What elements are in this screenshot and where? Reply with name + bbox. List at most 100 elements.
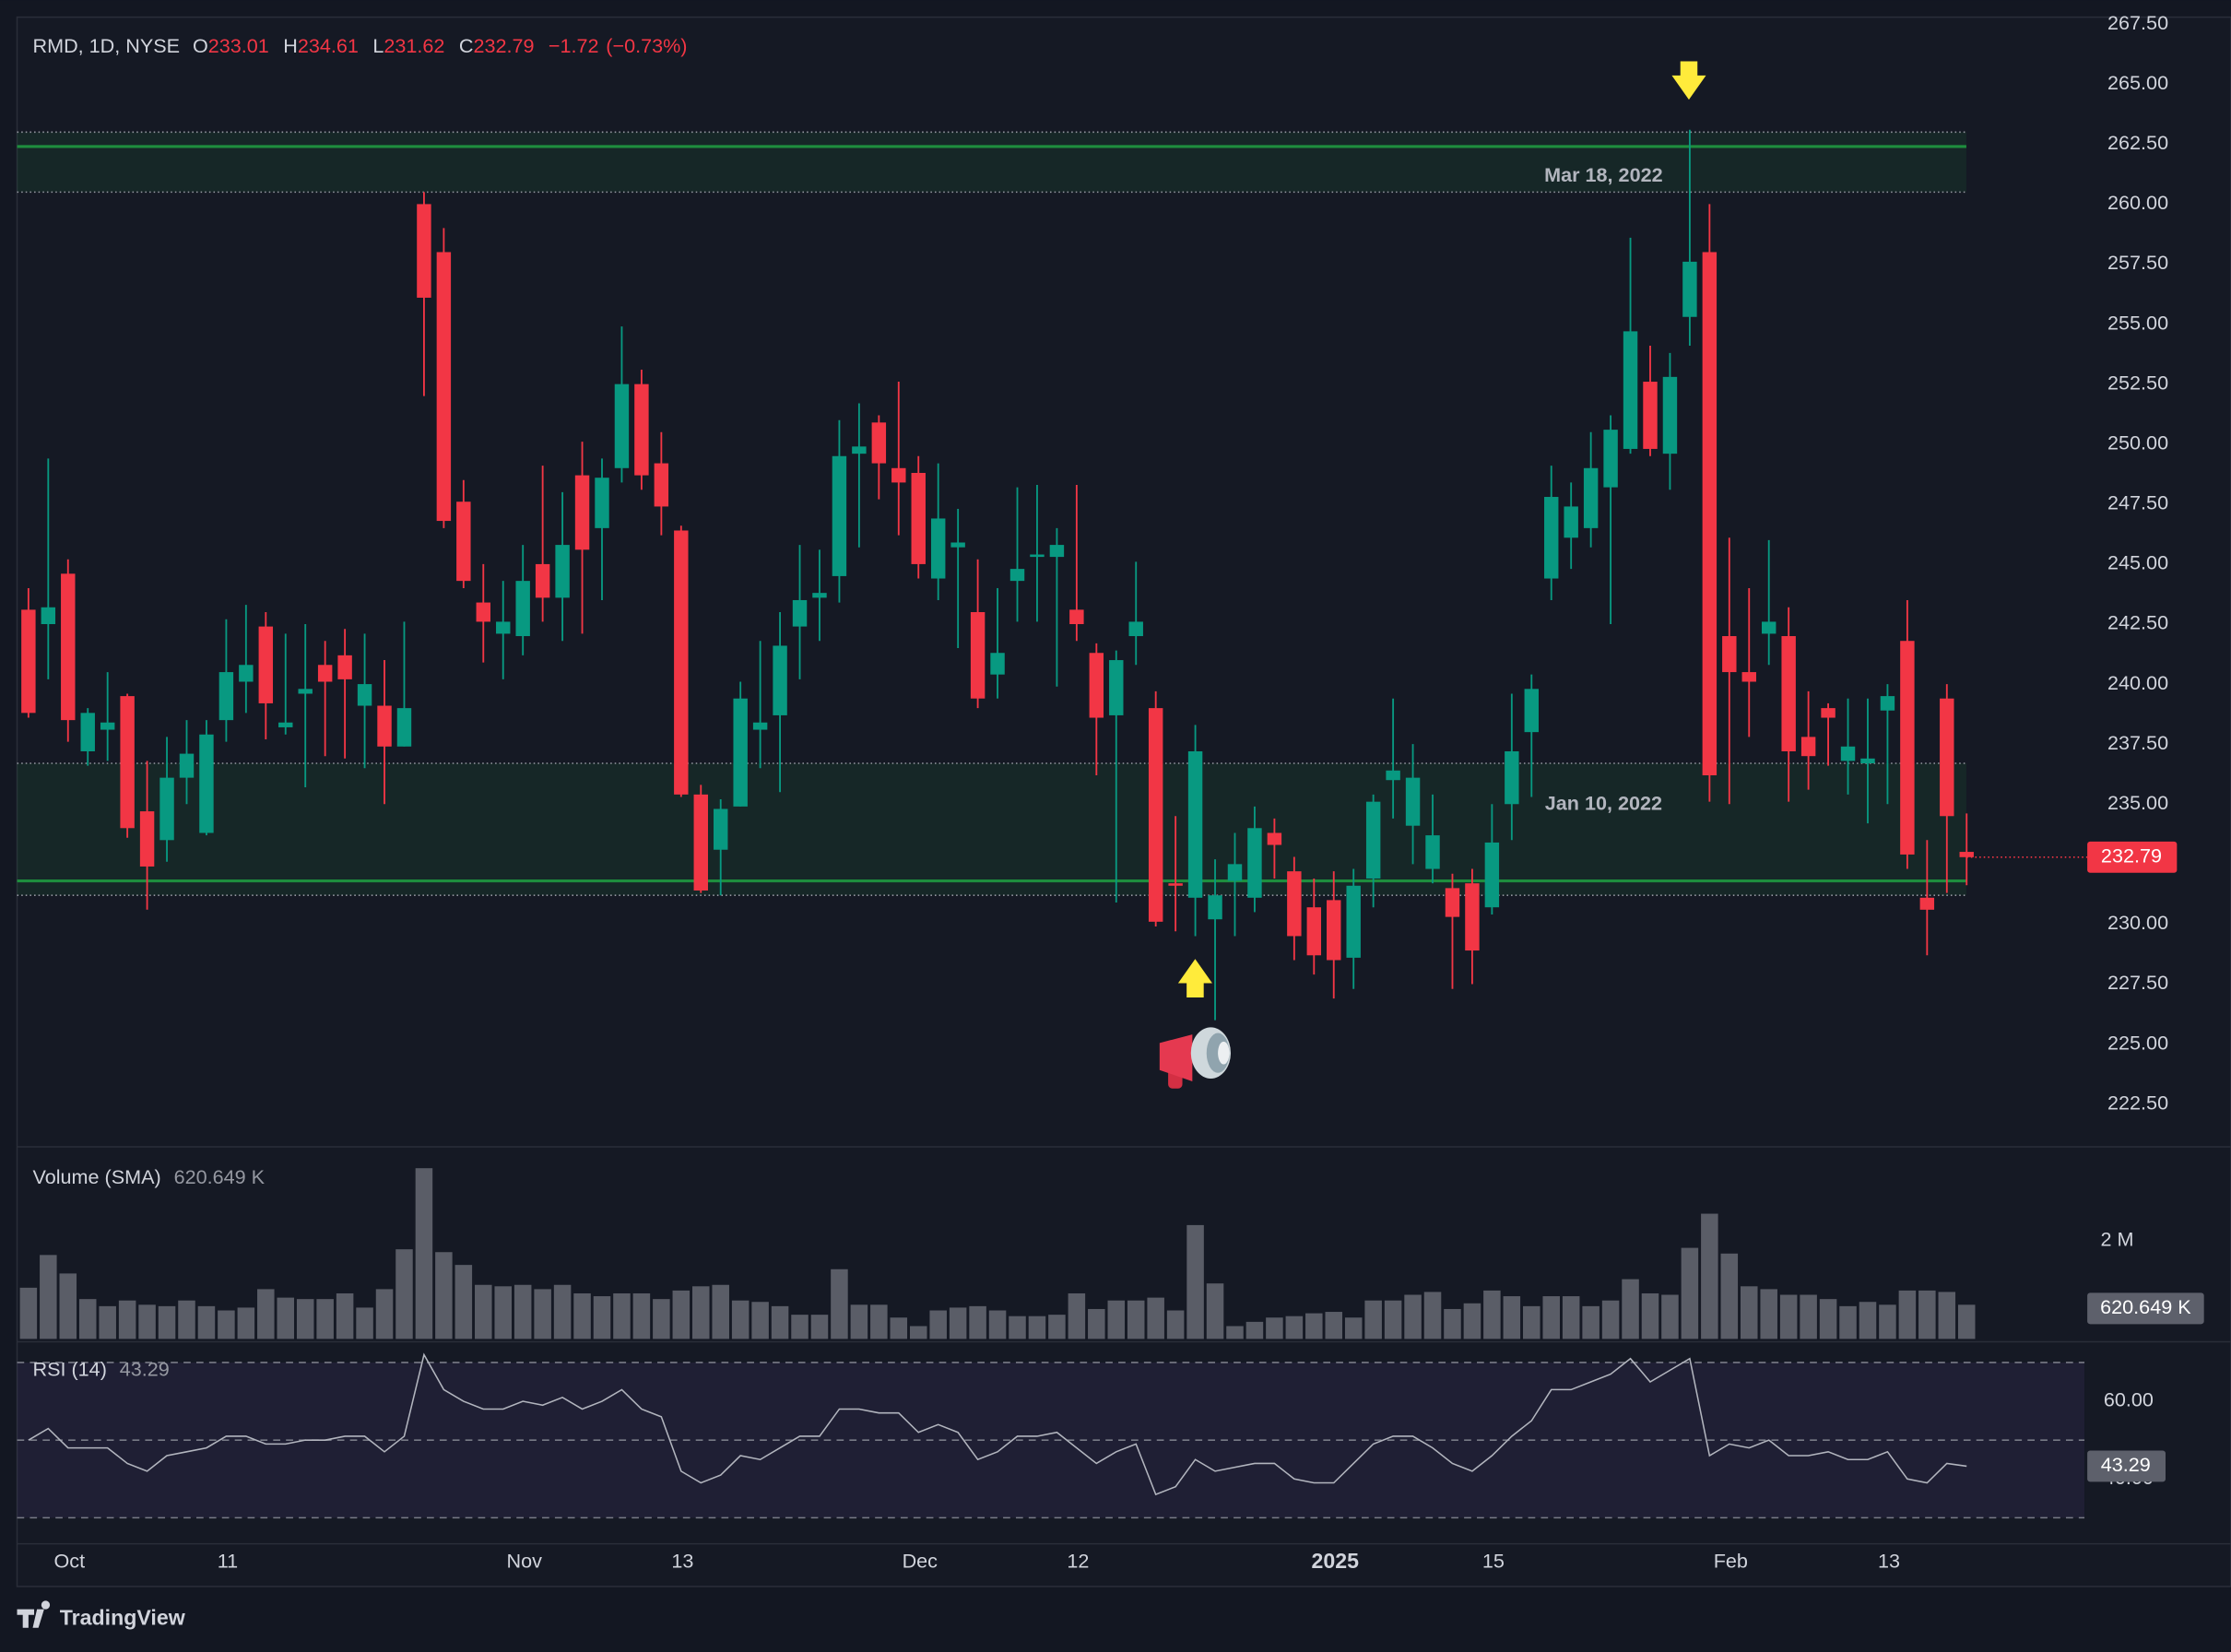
y-tick-label: 60.00 [2104, 1388, 2154, 1411]
rsi-legend: RSI (14) 43.29 [32, 1357, 169, 1380]
volume-legend: Volume (SMA) 620.649 K [32, 1165, 265, 1188]
y-tick-label: 255.00 [2107, 311, 2168, 334]
volume-bar [1245, 1321, 1264, 1339]
volume-bar [138, 1304, 156, 1339]
volume-bar [1325, 1312, 1343, 1339]
candle-body [396, 708, 412, 747]
ohlc-value: 233.01 [208, 34, 269, 57]
candle-body [1919, 897, 1935, 910]
volume-bar [653, 1299, 670, 1339]
volume-bar [494, 1286, 512, 1339]
rsi-value: 43.29 [120, 1357, 170, 1380]
candle-body [199, 734, 214, 833]
change: −1.72 [549, 34, 599, 57]
volume-bar [1384, 1300, 1402, 1339]
plot-layer: Mar 18, 2022 Jan 10, 2022 222.50 225.00 227.… [17, 11, 2204, 1573]
change-pct: (−0.73%) [606, 34, 687, 57]
y-tick-label: 240.00 [2107, 671, 2168, 694]
volume-bar [1839, 1305, 1857, 1339]
candle-body [496, 621, 511, 634]
volume-bar [969, 1305, 986, 1339]
volume-bar [1601, 1300, 1620, 1339]
volume-bar [890, 1317, 908, 1339]
volume-bar [1305, 1313, 1323, 1339]
candle-body [476, 602, 490, 622]
x-tick-label: Dec [903, 1549, 938, 1572]
volume-bar [672, 1290, 691, 1339]
y-tick-label: 267.50 [2107, 11, 2168, 34]
volume-bar [751, 1302, 769, 1339]
candle-body [80, 713, 95, 751]
y-tick-label: 235.00 [2107, 791, 2168, 814]
y-tick-label: 252.50 [2107, 371, 2168, 394]
zone-label: Jan 10, 2022 [1545, 791, 1662, 814]
volume-bar [1483, 1290, 1501, 1339]
candle-body [436, 252, 452, 522]
volume-bar [78, 1299, 97, 1339]
candle-body [674, 530, 689, 795]
volume-bar [1898, 1290, 1917, 1339]
x-tick-label: 2025 [1312, 1549, 1360, 1573]
candle-body [337, 655, 352, 679]
volume-bar [158, 1305, 176, 1339]
volume-bar [1879, 1304, 1896, 1339]
candle-body [1940, 698, 1954, 817]
volume-bar [336, 1292, 354, 1339]
volume-bar [1957, 1304, 1976, 1339]
candle-body [930, 518, 946, 579]
y-tick-label: 262.50 [2107, 131, 2168, 154]
candle-body [752, 722, 768, 730]
candle-body [1128, 621, 1143, 637]
candle-body [1148, 708, 1163, 922]
volume-bar [1918, 1290, 1936, 1339]
volume-bar [296, 1299, 314, 1339]
x-tick-label: 13 [1878, 1549, 1900, 1572]
volume-bar [257, 1289, 275, 1339]
volume-bar [277, 1297, 295, 1339]
volume-bar [810, 1315, 829, 1339]
volume-bar [1009, 1316, 1026, 1339]
candle-body [574, 475, 590, 550]
volume-bar [1226, 1326, 1244, 1339]
candle-body [218, 672, 234, 721]
x-tick-label: 11 [218, 1549, 238, 1572]
candle-body [891, 467, 906, 483]
volume-bar [1028, 1316, 1046, 1339]
volume-bar [59, 1273, 77, 1339]
ohlc-value: 231.62 [384, 34, 444, 57]
candle-body [1583, 467, 1599, 528]
candle-body [990, 653, 1005, 675]
candle-body [258, 626, 274, 703]
volume-bar [850, 1304, 868, 1339]
candle-body [1009, 569, 1025, 582]
candle-body [1682, 261, 1697, 317]
volume-bar [1266, 1317, 1283, 1339]
volume-bar [534, 1289, 551, 1339]
volume-bar [1404, 1294, 1422, 1339]
volume-bar [929, 1310, 947, 1339]
volume-bar [375, 1289, 394, 1339]
candle-body [1386, 770, 1400, 781]
candle-body [595, 478, 609, 528]
sma-box [2087, 1292, 2204, 1325]
ohlc-value: 232.79 [473, 34, 534, 57]
volume-bar [949, 1307, 967, 1339]
candle-body [535, 563, 550, 598]
candle-body [555, 545, 570, 598]
volume-title: Volume (SMA) [32, 1165, 160, 1188]
candle-body [1287, 871, 1302, 937]
volume-bar [771, 1305, 789, 1339]
candle-body [41, 607, 56, 625]
candle-body [1327, 900, 1341, 961]
volume-bar [988, 1310, 1007, 1339]
y-tick-label: 227.50 [2107, 971, 2168, 994]
candle-body [278, 722, 293, 727]
volume-bar [1661, 1294, 1679, 1339]
volume-bar [316, 1299, 334, 1339]
candle-body [1821, 708, 1836, 718]
y-tick-label: 237.50 [2107, 731, 2168, 754]
candle-body [812, 593, 827, 598]
volume-bar [1423, 1292, 1442, 1339]
candle-body [1761, 621, 1777, 634]
